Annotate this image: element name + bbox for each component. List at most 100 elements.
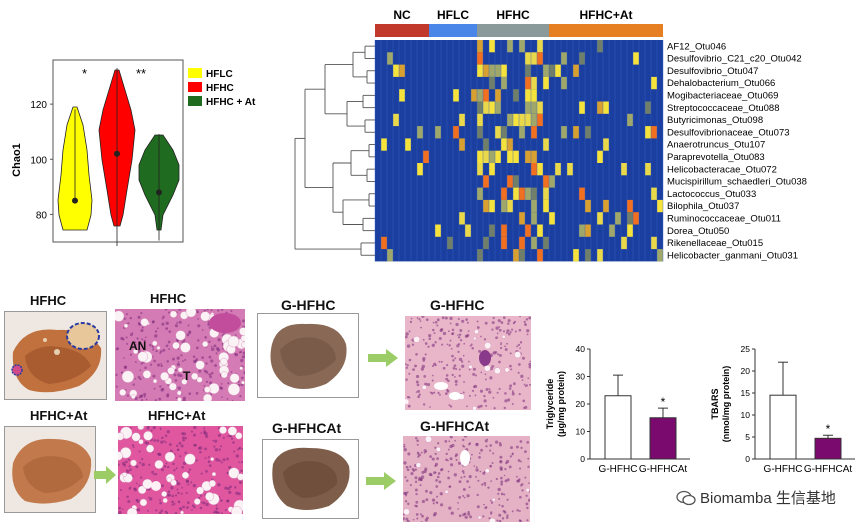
heatmap-cell [519, 126, 525, 139]
heatmap-cell [501, 224, 507, 237]
heatmap-cell [507, 40, 513, 53]
t-label: T [183, 369, 191, 383]
heatmap-cell [525, 89, 531, 102]
heatmap-cell [543, 199, 549, 213]
heatmap-cell [507, 175, 513, 188]
heatmap-cell [513, 249, 519, 262]
heatmap-cell [507, 113, 513, 127]
heatmap-cell [549, 212, 555, 225]
heatmap-cell [459, 138, 465, 151]
heatmap-cell [501, 138, 507, 151]
heatmap-row-label: Mogibacteriaceae_Otu069 [667, 91, 778, 102]
heatmap-row-label: Dehalobacterium_Otu066 [667, 78, 775, 89]
heatmap-cell [501, 199, 507, 213]
heatmap-group-bar [429, 24, 477, 37]
arrow-icon [368, 349, 398, 367]
heatmap-cell [525, 52, 531, 65]
heatmap-row-label: Mucispirillum_schaedleri_Otu038 [667, 177, 807, 188]
bar-sig: * [826, 422, 831, 436]
heatmap-cell [579, 52, 585, 65]
heatmap-cell [549, 64, 555, 77]
legend-swatch [188, 68, 202, 78]
g-hfhcat-histo-title: G-HFHCAt [420, 418, 490, 434]
heatmap-cell [525, 187, 531, 200]
heatmap-cell [531, 187, 537, 200]
legend-label: HFHC [206, 83, 234, 94]
watermark-text: Biomamba 生信基地 [700, 490, 836, 507]
violin-ytick-label: 100 [30, 155, 47, 166]
heatmap-cell [627, 199, 633, 213]
heatmap-cell [525, 224, 531, 237]
heatmap-cell [537, 40, 543, 53]
heatmap-cell [423, 150, 429, 163]
heatmap-cell [573, 64, 579, 77]
heatmap-cell [531, 199, 537, 213]
heatmap-cell [645, 101, 651, 114]
heatmap-cell [477, 249, 483, 262]
heatmap-cell [657, 249, 663, 262]
bar-ytick-label: 5 [745, 432, 750, 442]
heatmap-cell [435, 224, 441, 237]
heatmap-cell [603, 138, 609, 151]
heatmap-cell [525, 64, 531, 77]
heatmap-cell [483, 138, 489, 151]
heatmap-cell [387, 52, 393, 65]
heatmap-cell [651, 126, 657, 139]
heatmap-cell [597, 249, 603, 262]
triglyceride-bar [604, 395, 632, 460]
heatmap-cell [489, 101, 495, 114]
heatmap-cell [501, 64, 507, 77]
heatmap-cell [399, 64, 405, 77]
heatmap-cell [513, 175, 519, 188]
heatmap-cell [477, 187, 483, 200]
heatmap-cell [561, 126, 567, 139]
heatmap-cell [597, 40, 603, 53]
heatmap-cell [537, 224, 543, 237]
hfhc-histo-title: HFHC [150, 291, 187, 306]
heatmap-cell [531, 212, 537, 225]
bar-ytick-label: 20 [741, 366, 751, 376]
heatmap-cell [537, 163, 543, 176]
g-hfhcat-histology-image [403, 436, 530, 522]
heatmap-cell [543, 187, 549, 200]
heatmap-cell [555, 64, 561, 77]
violin-sig-hfhcat: ** [136, 66, 146, 81]
heatmap-cell [477, 113, 483, 127]
heatmap-cell [543, 138, 549, 151]
heatmap-cell [417, 126, 423, 139]
heatmap-cell [489, 199, 495, 213]
heatmap-cell [543, 76, 549, 90]
bar-ytick-label: 0 [745, 454, 750, 464]
violin-sig-hflc: * [82, 66, 87, 81]
heatmap-cell [483, 64, 489, 77]
heatmap-row-label: Rikenellaceae_Otu015 [667, 238, 763, 249]
heatmap-cell [471, 89, 477, 102]
heatmap-cell [597, 212, 603, 225]
heatmap-cell [525, 101, 531, 114]
bar-category-label: G-HFHCAt [639, 464, 688, 475]
heatmap-row-label: Ruminococcaceae_Otu011 [667, 214, 781, 225]
heatmap-cell [531, 126, 537, 139]
heatmap-cell [477, 64, 483, 77]
heatmap-cell [627, 212, 633, 225]
heatmap-cell [453, 126, 459, 139]
violin-ytick-label: 120 [30, 100, 47, 111]
heatmap-cell [495, 126, 501, 139]
bar-category-label: G-HFHCAt [804, 464, 853, 475]
hfhcat-histo-title: HFHC+At [148, 408, 206, 423]
heatmap-cell [585, 126, 591, 139]
hfhcat-liver-photo [4, 426, 96, 513]
heatmap-row-label: Anaerotruncus_Otu107 [667, 140, 765, 151]
heatmap-row-label: Paraprevotella_Otu083 [667, 152, 765, 163]
heatmap-cell [603, 101, 609, 114]
violin-frame [52, 59, 184, 243]
bar-category-label: G-HFHC [764, 464, 803, 475]
heatmap-cell [543, 236, 549, 250]
heatmap-row-label: Streptococcaceae_Otu088 [667, 103, 780, 114]
heatmap-group-bar [375, 24, 429, 37]
g-hfhc-histology-image [405, 316, 531, 410]
heatmap-cell [585, 199, 591, 213]
heatmap-cell [531, 101, 537, 114]
heatmap-cell [585, 249, 591, 262]
